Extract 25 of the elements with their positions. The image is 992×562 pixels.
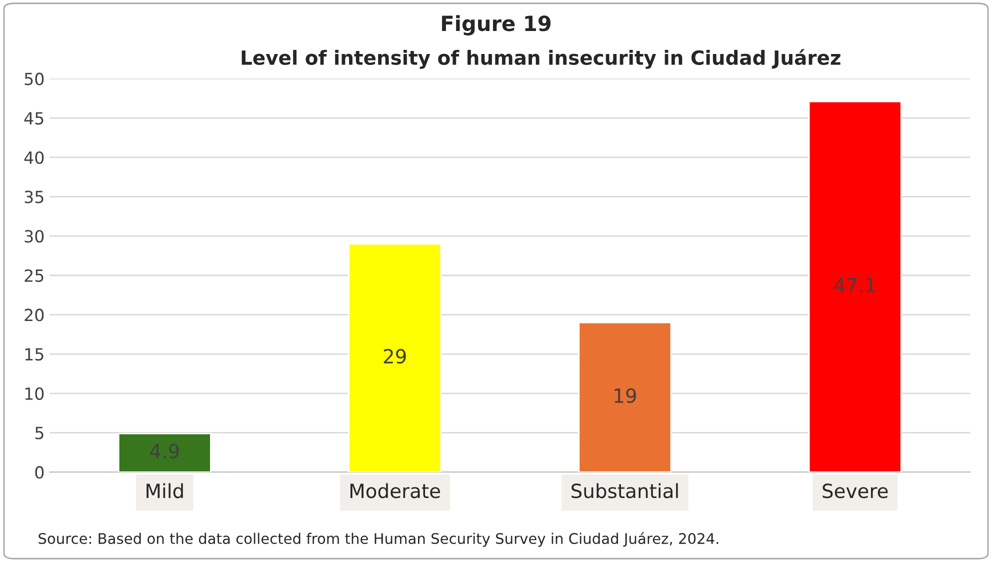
bar: [348, 243, 442, 472]
y-tick-label: 25: [24, 269, 44, 282]
y-tick-label: 20: [24, 308, 44, 322]
y-tick-label: 45: [24, 112, 44, 125]
data-label: 29: [384, 348, 406, 364]
x-tick-label: Mild: [146, 483, 183, 498]
data-label: 47.1: [834, 278, 875, 292]
bar: [118, 432, 212, 472]
x-tick-label: Moderate: [350, 483, 440, 498]
bar: [578, 322, 672, 472]
y-tick-label: 40: [24, 151, 44, 164]
data-label: 19: [614, 388, 636, 403]
y-tick-label: 15: [25, 348, 44, 361]
chart-subtitle: Level of intensity of human insecurity in Ciudad Juárez: [242, 49, 840, 69]
x-tick-label: Substantial: [572, 483, 678, 498]
bar: [808, 100, 902, 472]
x-tick-label: Severe: [822, 484, 888, 498]
y-tick-label: 50: [24, 72, 44, 86]
y-tick-label: 5: [35, 426, 44, 440]
y-tick-label: 10: [25, 387, 44, 400]
y-tick-label: 30: [24, 230, 44, 243]
y-tick-label: 35: [24, 190, 44, 204]
chart-title: Figure 19: [442, 15, 551, 36]
y-tick-label: 0: [35, 466, 44, 479]
source-note: Source: Based on the data collected from the Human Security Survey in Ciudad Juárez, 2024.: [38, 532, 718, 547]
